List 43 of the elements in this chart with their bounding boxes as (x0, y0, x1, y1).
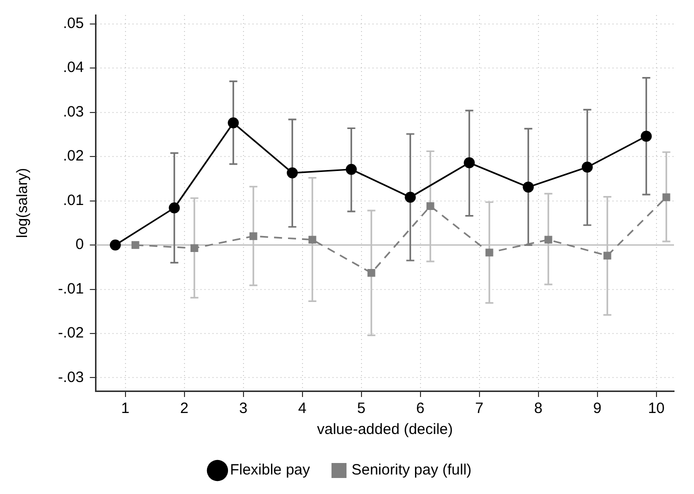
point (522, 182, 534, 193)
y-tick-label: .01 (62, 192, 84, 209)
x-tick-label: 10 (648, 400, 665, 418)
x-tick-label: 4 (298, 400, 306, 418)
point (168, 202, 180, 214)
y-tick-label: .04 (62, 59, 84, 76)
x-tick-label: 3 (239, 400, 248, 418)
legend-label: Seniority pay (full) (352, 462, 472, 479)
point (249, 232, 258, 240)
point (603, 252, 612, 260)
point (464, 157, 475, 168)
x-axis-title: value-added (decile) (316, 421, 453, 438)
y-tick-label: 0 (76, 236, 84, 254)
point (190, 244, 198, 252)
point (367, 269, 376, 277)
point (308, 236, 316, 244)
x-tick-label: 5 (357, 400, 366, 418)
x-tick-label: 9 (593, 400, 602, 418)
point (404, 192, 416, 203)
legend-label: Flexible pay (230, 462, 310, 479)
y-tick-label: -.01 (58, 280, 84, 298)
point (426, 202, 434, 210)
x-tick-label: 2 (180, 400, 189, 418)
y-tick-label: .05 (62, 14, 84, 32)
y-tick-label: -.02 (58, 324, 84, 342)
point (131, 241, 140, 249)
y-tick-label: .03 (62, 103, 84, 120)
point (544, 236, 552, 244)
point (485, 248, 494, 256)
point (346, 164, 357, 175)
point (110, 240, 121, 251)
y-tick-label: -.03 (58, 368, 84, 386)
point (286, 167, 298, 178)
x-tick-label: 7 (475, 400, 484, 418)
point (582, 162, 593, 173)
point (228, 117, 239, 128)
x-tick-label: 1 (121, 400, 130, 418)
x-tick-label: 8 (534, 400, 542, 418)
x-tick-label: 6 (416, 400, 424, 418)
y-axis-title: log(salary) (14, 168, 32, 238)
y-tick-label: .02 (62, 148, 84, 165)
point (662, 193, 670, 202)
point (640, 130, 652, 142)
